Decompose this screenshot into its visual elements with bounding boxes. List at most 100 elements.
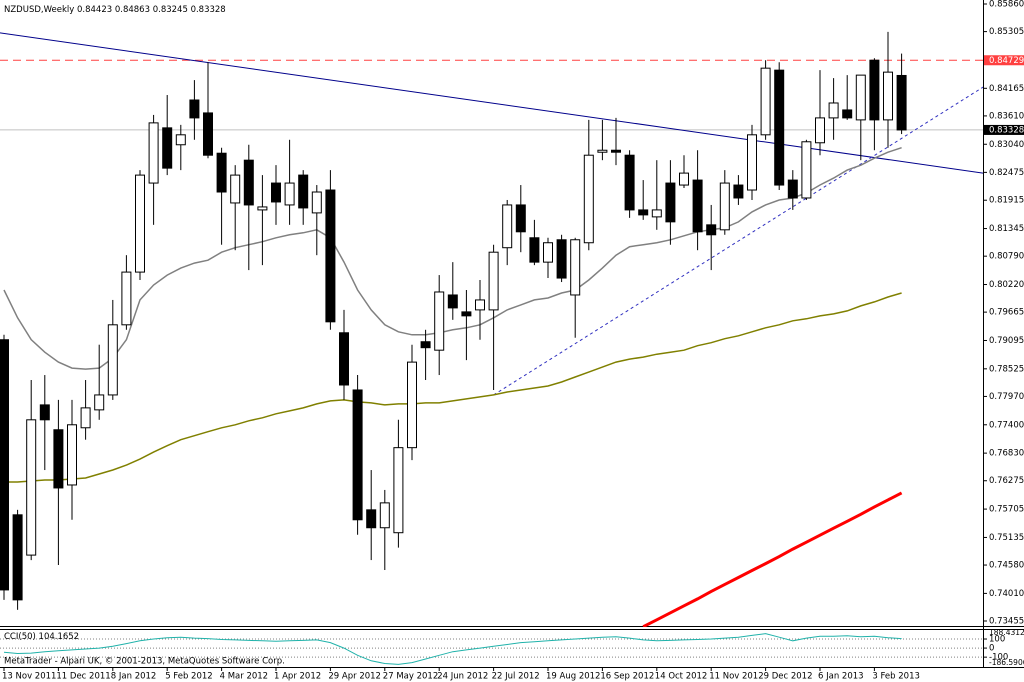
- candle-body: [352, 389, 363, 521]
- candle-body: [570, 239, 581, 296]
- x-tick-label: 13 Nov 2011: [2, 672, 56, 682]
- moving-average: [3, 146, 902, 370]
- candle-body: [434, 291, 445, 351]
- candle-body: [624, 154, 635, 211]
- candle-body: [747, 134, 757, 191]
- candle-body: [39, 404, 50, 421]
- x-tick-label: 8 Jan 2012: [111, 672, 157, 682]
- x-tick-label: 19 Aug 2012: [546, 672, 600, 682]
- candle-body: [733, 184, 744, 199]
- cci-tick-label: -100: [989, 653, 1008, 663]
- cci-value: 104.1652: [39, 632, 80, 642]
- candle-body: [325, 189, 336, 323]
- candle-body: [597, 149, 608, 153]
- x-tick-label: 5 Feb 2012: [165, 672, 213, 682]
- candle-body: [774, 69, 785, 186]
- x-tick-label: 27 May 2012: [383, 672, 438, 682]
- candle-body: [203, 112, 213, 156]
- x-tick-label: 9 Dec 2012: [764, 672, 813, 682]
- candle-body: [706, 224, 717, 236]
- candle-body: [447, 294, 458, 309]
- candle-body: [148, 122, 159, 184]
- trendline: [493, 86, 983, 396]
- cci-header: CCI(50) 104.1652: [4, 632, 79, 642]
- y-tick-label: 0.83040: [989, 140, 1024, 150]
- candle-body: [583, 154, 594, 244]
- y-tick-label: 0.75705: [989, 505, 1024, 515]
- candle-body: [107, 324, 118, 396]
- x-tick-label: 14 Oct 2012: [655, 672, 708, 682]
- candle-body: [855, 74, 866, 121]
- candle-body: [488, 251, 499, 311]
- y-tick-label: 0.77400: [989, 420, 1024, 430]
- y-tick-label: 0.81915: [989, 196, 1024, 206]
- candle-body: [216, 152, 227, 193]
- candle-body: [135, 174, 145, 273]
- x-tick-label: 29 Apr 2012: [328, 672, 381, 682]
- y-tick-label: 0.85860: [989, 0, 1024, 10]
- candle-body: [121, 271, 132, 326]
- cci-title: CCI(50): [4, 632, 36, 642]
- y-tick-label: 0.74010: [989, 589, 1024, 599]
- x-tick-label: 3 Feb 2013: [872, 672, 920, 682]
- candle-body: [461, 311, 472, 317]
- candle-body: [828, 102, 839, 119]
- open: 0.84423: [77, 5, 112, 15]
- cci-panel: [0, 633, 983, 665]
- candle-body: [420, 341, 431, 349]
- candle-body: [611, 149, 621, 153]
- candle-body: [94, 394, 105, 411]
- cci-range-label: -186.5906: [989, 658, 1024, 667]
- candle-body: [529, 237, 540, 263]
- y-tick-label: 0.76275: [989, 476, 1024, 486]
- copyright: MetaTrader - Alpari UK, © 2001-2013, Met…: [4, 657, 285, 667]
- candle-body: [502, 204, 513, 249]
- candle-body: [407, 361, 417, 449]
- candle-body: [692, 179, 703, 233]
- candle-body: [230, 174, 241, 204]
- x-tick-label: 11 Nov 2012: [709, 672, 763, 682]
- y-tick-label: 0.84165: [989, 84, 1024, 94]
- candle-body: [760, 67, 771, 136]
- cci-range-label: 188.4312: [989, 628, 1024, 637]
- moving-average: [4, 292, 902, 483]
- x-tick-label: 22 Jul 2012: [492, 672, 540, 682]
- y-tick-label: 0.79095: [989, 336, 1024, 346]
- price-panel: [0, 31, 983, 627]
- candle-body: [787, 179, 798, 199]
- candle-body: [175, 134, 186, 146]
- last-price-box: [984, 124, 1024, 135]
- y-tick-label: 0.79665: [989, 308, 1024, 318]
- candle-body: [189, 99, 200, 119]
- candle-body: [515, 204, 526, 233]
- candle-body: [311, 191, 322, 214]
- trendline: [0, 32, 983, 174]
- candle-body: [366, 509, 377, 529]
- candle-body: [271, 182, 281, 203]
- candle-body: [53, 429, 64, 489]
- candle-body: [842, 109, 853, 119]
- candle-body: [393, 447, 404, 534]
- close: 0.83328: [191, 5, 226, 15]
- x-tick-label: 4 Mar 2012: [220, 672, 268, 682]
- level-label: 0.84729: [989, 56, 1024, 66]
- candle-body: [162, 127, 173, 169]
- candle-body: [257, 206, 268, 211]
- candle-body: [896, 74, 907, 131]
- y-tick-label: 0.81345: [989, 224, 1024, 234]
- candle-body: [26, 419, 37, 556]
- candle-body: [12, 514, 23, 601]
- candle-body: [651, 209, 662, 218]
- candle-body: [379, 502, 390, 529]
- x-tick-label: 16 Sep 2012: [600, 672, 654, 682]
- x-tick-label: 11 Dec 2011: [56, 672, 110, 682]
- moving-average: [642, 491, 903, 627]
- candle-body: [284, 182, 295, 206]
- symbol: NZDUSD,Weekly: [4, 5, 74, 15]
- x-tick-label: 1 Apr 2012: [274, 672, 321, 682]
- candle-body: [475, 299, 485, 311]
- candle-body: [869, 59, 880, 121]
- candle-body: [815, 117, 825, 144]
